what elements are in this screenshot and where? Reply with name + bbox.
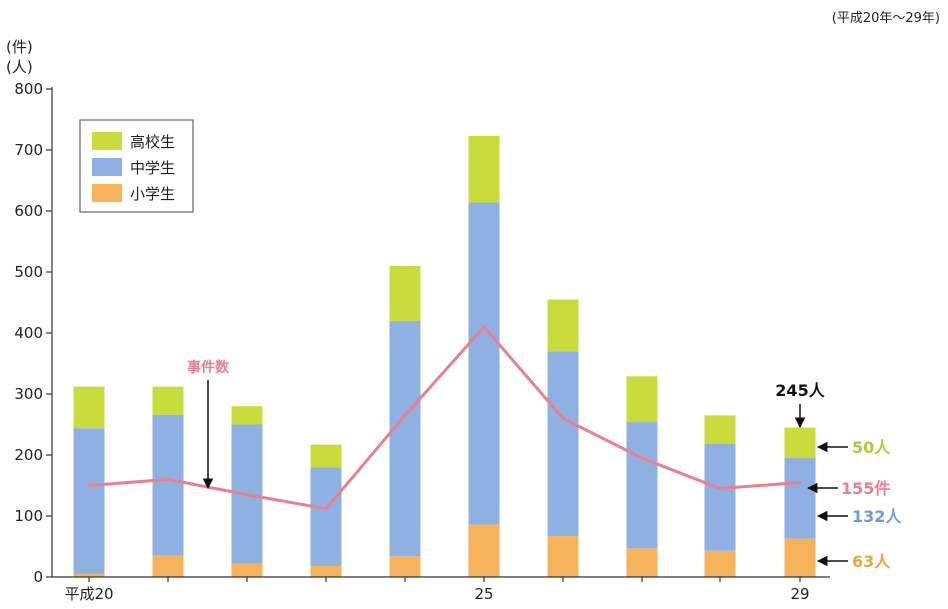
- bar-segment-high: [152, 386, 184, 415]
- bar-segment-high: [389, 265, 421, 321]
- bar-segment-high: [468, 135, 500, 203]
- legend-label-middle: 中学生: [130, 159, 175, 177]
- case-count-point: [166, 477, 170, 481]
- bars: [73, 135, 816, 577]
- total-label: 245人: [775, 381, 825, 400]
- bar-segment-middle: [784, 458, 816, 539]
- bar-segment-middle: [152, 414, 184, 556]
- y-tick-label: 500: [14, 263, 43, 281]
- bar-segment-middle: [310, 467, 342, 567]
- range-note: (平成20年〜29年): [832, 11, 940, 26]
- y-unit-cases: (件): [6, 38, 33, 56]
- bar-segment-middle: [626, 422, 658, 549]
- bar-segment-high: [626, 376, 658, 423]
- case-count-point: [245, 493, 249, 497]
- y-tick-label: 400: [14, 324, 43, 342]
- x-tick-label: 29: [790, 585, 809, 603]
- case-count-point: [561, 416, 565, 420]
- bar-segment-middle: [547, 351, 579, 537]
- bar-segment-elementary: [704, 550, 736, 577]
- low-label: 63人: [852, 552, 891, 571]
- bar-segment-high: [73, 386, 105, 429]
- case-count-point: [482, 325, 486, 329]
- case-count-point: [403, 413, 407, 417]
- bar-segment-high: [547, 299, 579, 352]
- y-tick-label: 0: [33, 568, 43, 586]
- case-count-point: [798, 480, 802, 484]
- annotations: 事件数 245人 50人 155件 132人 63人: [187, 359, 902, 571]
- middle-label: 132人: [852, 507, 902, 526]
- case-count-line: [87, 325, 802, 511]
- y-tick-label: 600: [14, 202, 43, 220]
- cases-label: 155件: [841, 479, 890, 498]
- y-unit-people: (人): [6, 58, 33, 76]
- bar-segment-middle: [73, 428, 105, 574]
- bar-segment-high: [310, 444, 342, 468]
- bar-segment-high: [704, 415, 736, 445]
- bar-segment-elementary: [152, 555, 184, 577]
- y-tick-label: 300: [14, 385, 43, 403]
- case-line-label: 事件数: [187, 359, 230, 376]
- bar-segment-high: [784, 427, 816, 459]
- x-axis: 平成20 25 29: [52, 576, 830, 603]
- y-tick-label: 100: [14, 507, 43, 525]
- bar-segment-middle: [389, 320, 421, 557]
- y-axis: 0 100 200 300 400 500 600 700 800: [14, 80, 53, 586]
- high-label: 50人: [852, 438, 891, 457]
- y-tick-label: 800: [14, 80, 43, 98]
- y-tick-label: 200: [14, 446, 43, 464]
- x-tick-label: 25: [474, 585, 493, 603]
- bar-segment-middle: [704, 444, 736, 551]
- case-count-point: [324, 507, 328, 511]
- legend: 高校生 中学生 小学生: [79, 119, 194, 213]
- y-tick-label: 700: [14, 141, 43, 159]
- bar-segment-middle: [468, 202, 500, 525]
- case-count-point: [718, 487, 722, 491]
- legend-label-elementary: 小学生: [130, 185, 175, 203]
- bar-segment-elementary: [310, 566, 342, 577]
- bar-segment-elementary: [784, 538, 816, 577]
- bar-segment-high: [231, 406, 263, 425]
- bar-segment-elementary: [626, 548, 658, 577]
- legend-swatch-middle: [92, 158, 122, 176]
- bar-segment-elementary: [73, 573, 105, 577]
- case-count-point: [640, 456, 644, 460]
- legend-swatch-high: [92, 132, 122, 150]
- bar-segment-elementary: [231, 563, 263, 577]
- bar-segment-elementary: [547, 536, 579, 577]
- legend-swatch-elementary: [92, 184, 122, 202]
- case-count-point: [87, 484, 91, 487]
- legend-label-high: 高校生: [130, 133, 175, 151]
- case-count-polyline: [88, 325, 801, 511]
- x-tick-label: 平成20: [64, 585, 113, 603]
- bar-segment-elementary: [468, 524, 500, 577]
- bar-segment-elementary: [389, 556, 421, 577]
